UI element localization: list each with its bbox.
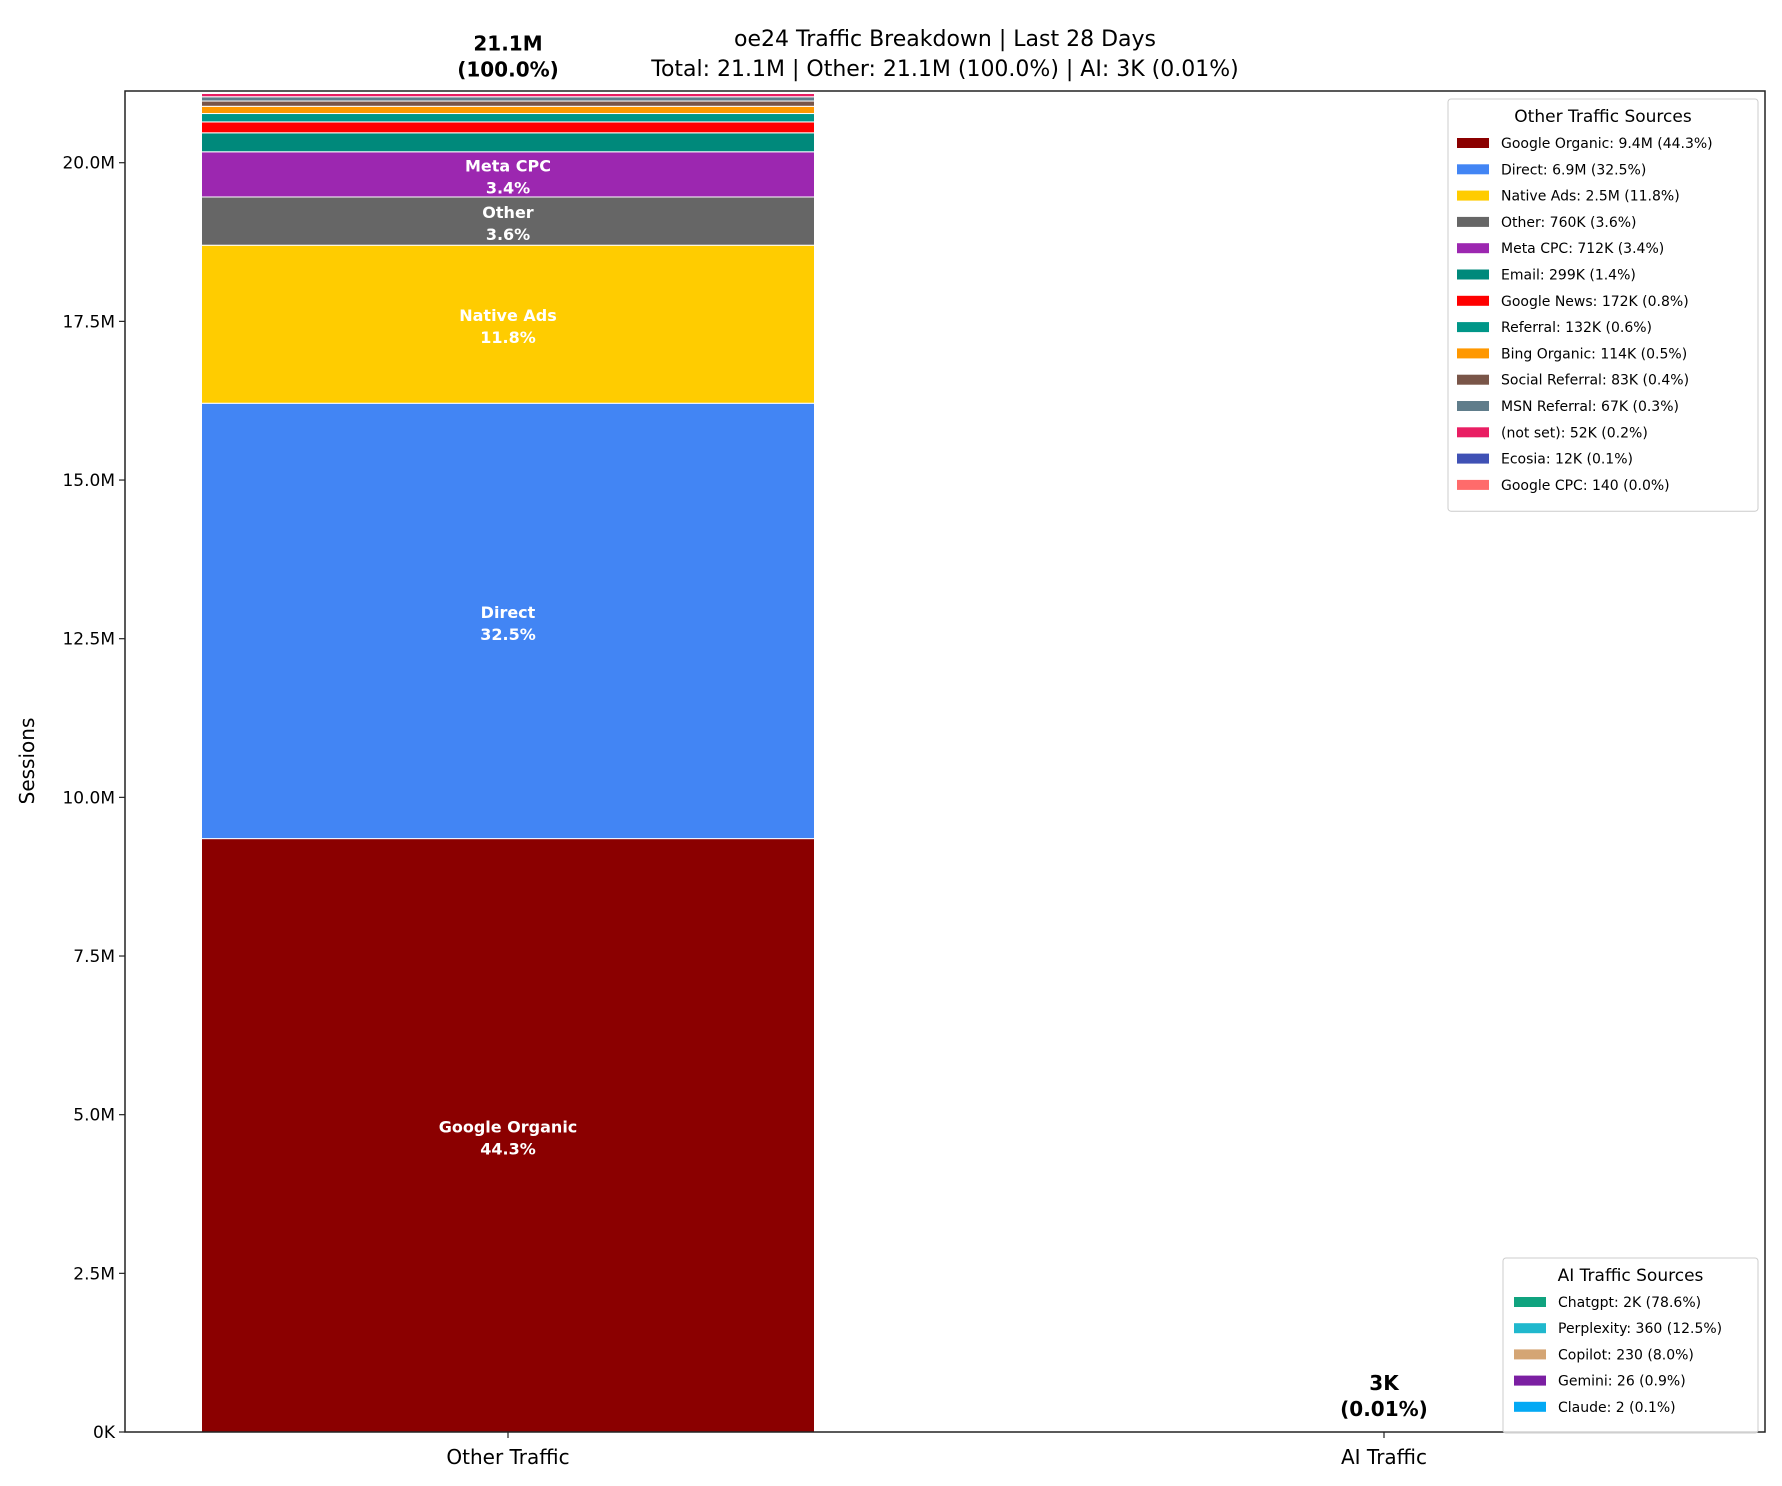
bar-segment-referral [201, 113, 815, 123]
legend-entry: Meta CPC: 712K (3.4%) [1501, 241, 1664, 257]
legend-swatch [1457, 479, 1489, 490]
legend-title: Other Traffic Sources [1514, 107, 1692, 127]
legend-entry: Ecosia: 12K (0.1%) [1501, 452, 1633, 468]
legend-ai-traffic: AI Traffic Sources Chatgpt: 2K (78.6%) Per… [1502, 1257, 1759, 1434]
bar-total-value: 21.1M [473, 32, 542, 56]
legend-swatch [1457, 453, 1489, 464]
y-tick-label: 5.0M [73, 1106, 115, 1126]
bars-layer: Google Organic 44.3% Direct 32.5% Native Ads… [201, 32, 1691, 1433]
bar-segment-meta-cpc [201, 151, 815, 198]
legend-box [1502, 1257, 1759, 1434]
legend-swatch [1457, 401, 1489, 411]
segment-label-name: Other [482, 203, 533, 222]
legend-entry: Google CPC: 140 (0.0%) [1501, 478, 1670, 494]
legend-entry: Gemini: 26 (0.9%) [1558, 1374, 1686, 1390]
legend-entry: Native Ads: 2.5M (11.8%) [1501, 189, 1680, 205]
legend-entry: Copilot: 230 (8.0%) [1558, 1347, 1694, 1363]
legend-box [1447, 98, 1759, 512]
y-tick-label: 17.5M [62, 312, 115, 332]
y-tick-label: 2.5M [73, 1264, 115, 1284]
legend-entry: (not set): 52K (0.2%) [1501, 425, 1648, 441]
bar-segment-social-referral [201, 100, 815, 107]
chart-title: oe24 Traffic Breakdown | Last 28 Days [734, 27, 1156, 52]
legend-swatch [1457, 243, 1489, 254]
legend-swatch [1514, 1401, 1546, 1412]
bar-segment-bing-organic [201, 105, 815, 115]
legend-entry: Google Organic: 9.4M (44.3%) [1501, 136, 1713, 152]
y-tick-label: 20.0M [62, 154, 115, 174]
bar-total-value: 3K [1369, 1371, 1400, 1395]
y-tick-label: 10.0M [62, 788, 115, 808]
legend-entry: Referral: 132K (0.6%) [1501, 320, 1652, 336]
legend-swatch [1514, 1297, 1546, 1307]
bar-total-percent: (100.0%) [457, 58, 559, 82]
segment-label-name: Native Ads [459, 306, 557, 325]
legend-entry: Claude: 2 (0.1%) [1558, 1400, 1676, 1416]
chart-subtitle: Total: 21.1M | Other: 21.1M (100.0%) | A… [650, 57, 1238, 82]
bar-segment-msn-referral [201, 96, 815, 102]
legend-entry: Direct: 6.9M (32.5%) [1501, 162, 1646, 178]
bar-segment-native-ads [201, 244, 815, 404]
y-tick-label: 0K [93, 1423, 116, 1443]
plot-frame [124, 90, 1766, 1433]
legend-entry: MSN Referral: 67K (0.3%) [1501, 399, 1679, 415]
legend-swatch [1514, 1349, 1546, 1360]
bar-segment-other [201, 196, 815, 246]
bar-segment-google-organic [201, 838, 815, 1433]
segment-label-percent: 11.8% [480, 328, 536, 347]
legend-swatch [1514, 1323, 1546, 1334]
legend-swatch [1457, 269, 1489, 280]
x-tick-label: Other Traffic [446, 1445, 569, 1469]
legend-swatch [1457, 427, 1489, 438]
bar-segment-direct [201, 402, 815, 840]
x-tick-label: AI Traffic [1341, 1445, 1427, 1469]
legend-other-traffic: Other Traffic Sources Google Organic: 9.4… [1447, 98, 1759, 512]
segment-label-name: Google Organic [439, 1117, 578, 1136]
segment-label-percent: 3.6% [486, 225, 530, 244]
y-tick-label: 15.0M [62, 471, 115, 491]
legend-swatch [1457, 190, 1489, 201]
legend-swatch [1514, 1375, 1546, 1386]
legend-entry: Perplexity: 360 (12.5%) [1558, 1321, 1722, 1337]
axes-layer: 0K 2.5M 5.0M 7.5M 10.0M 12.5M 15.0M 17.5M 20.0M O… [62, 90, 1766, 1469]
legend-swatch [1457, 322, 1489, 333]
y-tick-label: 7.5M [73, 947, 115, 967]
legend-entry: Google News: 172K (0.8%) [1501, 294, 1689, 310]
segment-label-percent: 3.4% [486, 178, 530, 197]
legend-entry: Chatgpt: 2K (78.6%) [1558, 1295, 1701, 1311]
bar-segment-email [201, 132, 815, 153]
y-axis-label: Sessions [15, 718, 39, 805]
legend-entry: Social Referral: 83K (0.4%) [1501, 373, 1689, 389]
legend-swatch [1457, 138, 1489, 148]
bar-total-percent: (0.01%) [1340, 1397, 1428, 1421]
segment-label-name: Meta CPC [465, 156, 551, 175]
legend-entry: Bing Organic: 114K (0.5%) [1501, 346, 1687, 362]
segment-label-name: Direct [481, 603, 536, 622]
legend-swatch [1457, 374, 1489, 385]
legend-swatch [1457, 164, 1489, 175]
bar-segment-google-news [201, 121, 815, 134]
legend-title: AI Traffic Sources [1558, 1266, 1704, 1286]
legend-entry: Other: 760K (3.6%) [1501, 215, 1637, 231]
y-tick-label: 12.5M [62, 630, 115, 650]
segment-label-percent: 44.3% [480, 1139, 536, 1158]
legend-entry: Email: 299K (1.4%) [1501, 268, 1636, 284]
segment-label-percent: 32.5% [480, 625, 536, 644]
legend-swatch [1457, 216, 1489, 227]
legend-swatch [1457, 295, 1489, 306]
legend-swatch [1457, 348, 1489, 359]
legends-layer: Other Traffic Sources Google Organic: 9.4… [1447, 98, 1759, 1434]
